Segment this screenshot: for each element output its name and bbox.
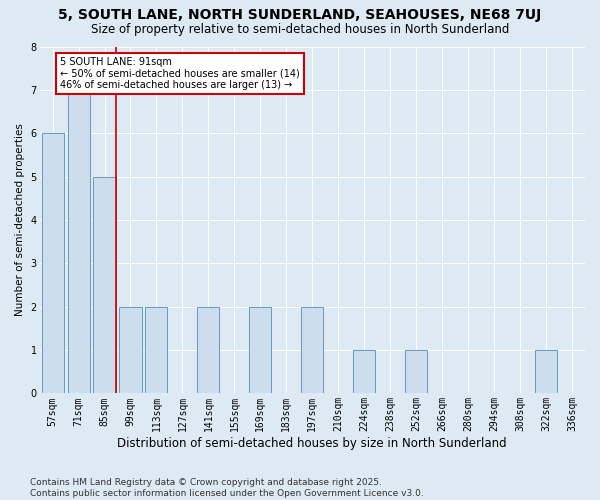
Text: Contains HM Land Registry data © Crown copyright and database right 2025.
Contai: Contains HM Land Registry data © Crown c… [30, 478, 424, 498]
Bar [405, 350, 427, 394]
X-axis label: Distribution of semi-detached houses by size in North Sunderland: Distribution of semi-detached houses by … [118, 437, 507, 450]
Bar [250, 306, 271, 394]
Text: 5, SOUTH LANE, NORTH SUNDERLAND, SEAHOUSES, NE68 7UJ: 5, SOUTH LANE, NORTH SUNDERLAND, SEAHOUS… [58, 8, 542, 22]
Bar [301, 306, 323, 394]
Bar [68, 90, 89, 394]
Text: Size of property relative to semi-detached houses in North Sunderland: Size of property relative to semi-detach… [91, 22, 509, 36]
Bar [145, 306, 167, 394]
Bar [535, 350, 557, 394]
Y-axis label: Number of semi-detached properties: Number of semi-detached properties [15, 124, 25, 316]
Text: 5 SOUTH LANE: 91sqm
← 50% of semi-detached houses are smaller (14)
46% of semi-d: 5 SOUTH LANE: 91sqm ← 50% of semi-detach… [60, 57, 299, 90]
Bar [197, 306, 220, 394]
Bar [41, 133, 64, 394]
Bar [94, 176, 116, 394]
Bar [119, 306, 142, 394]
Bar [353, 350, 375, 394]
